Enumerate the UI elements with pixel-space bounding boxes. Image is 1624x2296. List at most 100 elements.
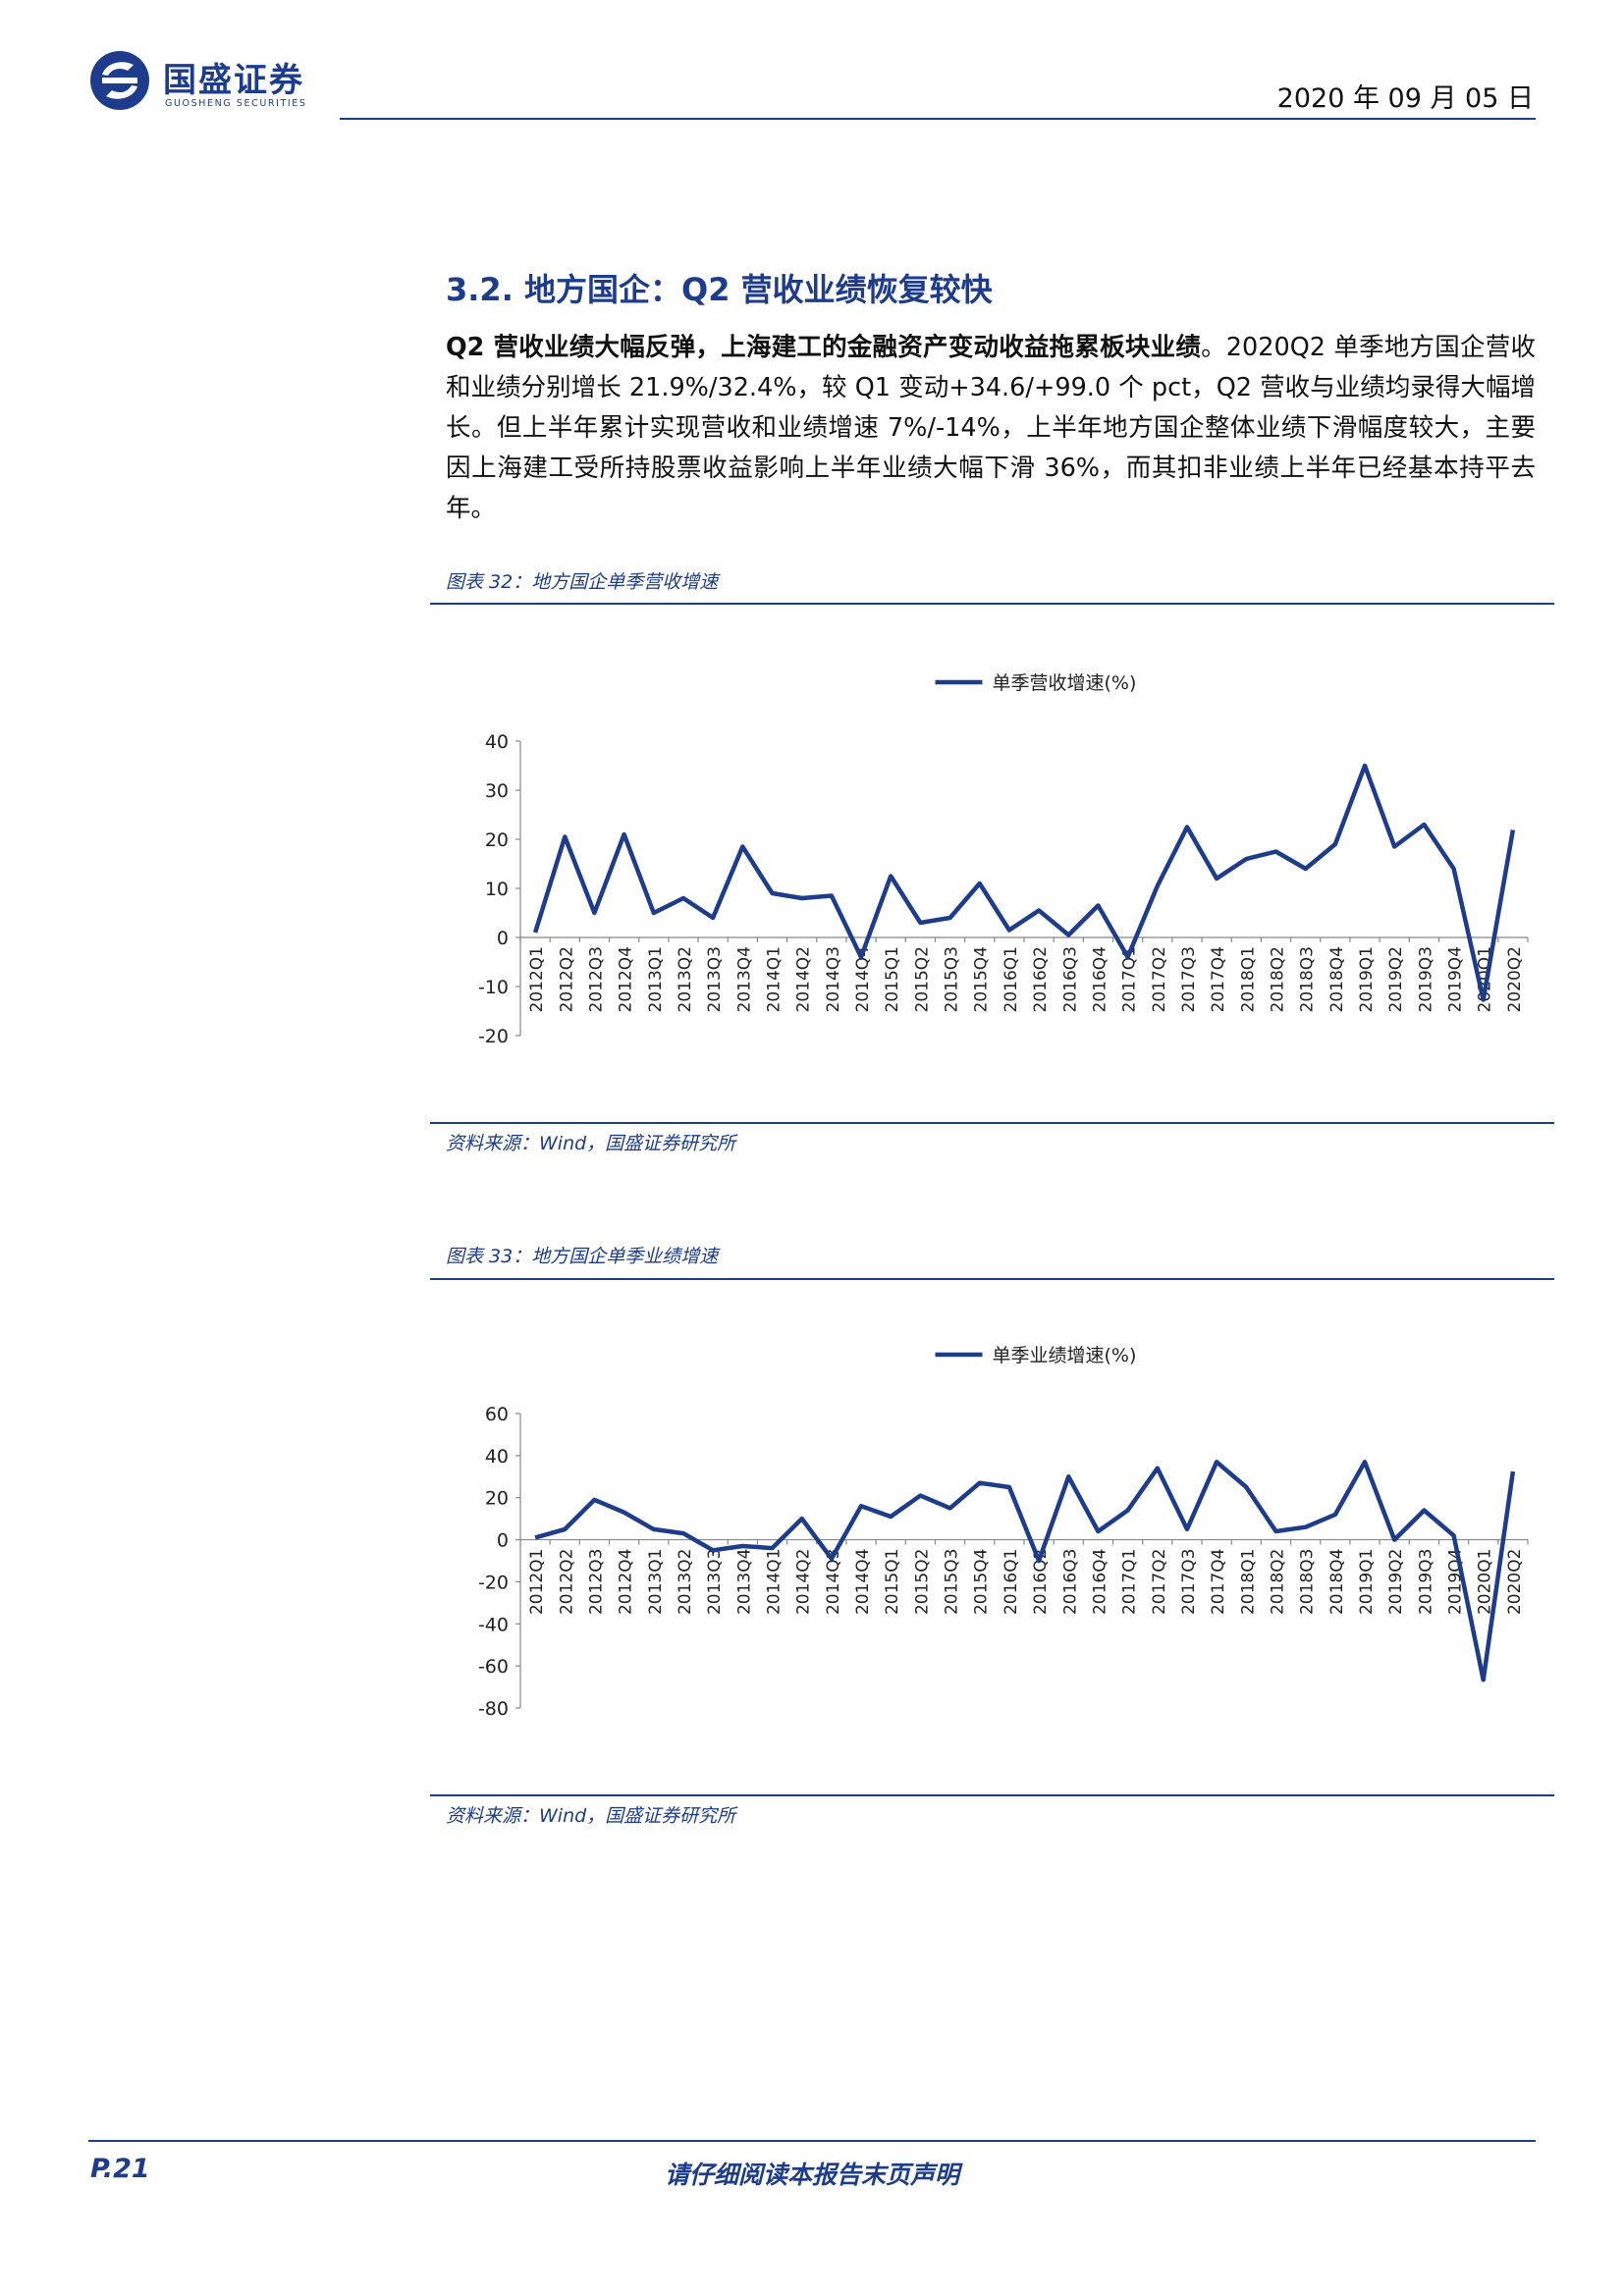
x-tick-label: 2016Q4 xyxy=(1090,1549,1110,1615)
x-tick-label: 2012Q2 xyxy=(557,946,576,1012)
y-tick-label: -60 xyxy=(478,1656,509,1678)
y-tick-label: -40 xyxy=(478,1614,509,1635)
series-line xyxy=(534,1460,1516,1682)
figure-33-bottom-rule xyxy=(430,1794,1554,1796)
x-tick-label: 2013Q4 xyxy=(734,1549,754,1615)
footer-divider xyxy=(88,2140,1536,2142)
x-tick-label: 2012Q3 xyxy=(586,946,606,1012)
x-tick-label: 2013Q2 xyxy=(676,1549,695,1615)
x-tick-label: 2020Q1 xyxy=(1476,1549,1495,1615)
x-tick-label: 2013Q1 xyxy=(646,946,666,1012)
x-tick-label: 2016Q3 xyxy=(1060,946,1080,1012)
section-lead: Q2 营收业绩大幅反弹，上海建工的金融资产变动收益拖累板块业绩 xyxy=(446,333,1202,362)
x-tick-label: 2013Q1 xyxy=(646,1549,666,1615)
figure-33-caption: 图表 33：地方国企单季业绩增速 xyxy=(446,1246,719,1267)
x-tick-label: 2016Q3 xyxy=(1060,1549,1080,1615)
x-tick-label: 2012Q2 xyxy=(557,1549,576,1615)
x-tick-label: 2014Q4 xyxy=(853,946,873,1012)
x-tick-label: 2013Q4 xyxy=(734,946,754,1012)
x-tick-label: 2018Q1 xyxy=(1238,1549,1258,1615)
chart-0-svg: 单季营收增速(%) 40 30 20 10 0 -10 -20 2012Q1 2012Q2 2012… xyxy=(478,672,1529,1047)
section-title: 3.2. 地方国企：Q2 营收业绩恢复较快 xyxy=(446,271,993,308)
x-tick-label: 2018Q3 xyxy=(1298,946,1318,1012)
header-divider xyxy=(340,118,1536,120)
brand-logo-icon xyxy=(90,51,149,110)
y-tick-label: 40 xyxy=(485,731,509,753)
y-tick-label: 30 xyxy=(485,780,509,802)
figure-32-bottom-rule xyxy=(430,1122,1554,1124)
legend-label: 单季营收增速(%) xyxy=(993,672,1137,694)
figure-32-source: 资料来源：Wind，国盛证券研究所 xyxy=(446,1133,736,1154)
x-tick-label: 2014Q1 xyxy=(765,1549,785,1615)
profit-growth-chart: 单季业绩增速(%) 60 40 20 0 -20 -40 -60 -80 2012Q1 2012Q2… xyxy=(430,1320,1554,1782)
x-tick-label: 2019Q1 xyxy=(1357,1549,1377,1615)
x-tick-label: 2017Q4 xyxy=(1209,946,1228,1012)
footer-disclaimer: 请仔细阅读本报告末页声明 xyxy=(664,2161,959,2189)
figure-32-top-rule xyxy=(430,603,1554,605)
y-tick-label: 60 xyxy=(485,1404,509,1425)
x-tick-label: 2019Q4 xyxy=(1446,946,1466,1012)
y-tick-label: 40 xyxy=(485,1446,509,1468)
x-tick-label: 2014Q2 xyxy=(794,1549,814,1615)
x-tick-label: 2020Q2 xyxy=(1505,1549,1525,1615)
x-tick-label: 2018Q2 xyxy=(1269,946,1288,1012)
x-tick-label: 2017Q3 xyxy=(1179,1549,1199,1615)
x-tick-label: 2019Q1 xyxy=(1357,946,1377,1012)
section-body: Q2 营收业绩大幅反弹，上海建工的金融资产变动收益拖累板块业绩。2020Q2 单… xyxy=(446,328,1536,529)
series-line xyxy=(532,763,1516,1002)
y-tick-label: 10 xyxy=(485,879,509,900)
x-tick-label: 2012Q4 xyxy=(617,946,636,1012)
x-tick-label: 2018Q4 xyxy=(1327,946,1347,1012)
x-tick-label: 2015Q3 xyxy=(943,946,962,1012)
x-tick-label: 2016Q2 xyxy=(1031,1549,1051,1615)
x-tick-label: 2015Q3 xyxy=(943,1549,962,1615)
x-tick-label: 2016Q2 xyxy=(1031,946,1051,1012)
chart-legend: 单季业绩增速(%) xyxy=(935,1345,1137,1366)
chart-1-svg: 单季业绩增速(%) 60 40 20 0 -20 -40 -60 -80 2012Q1 2012Q2… xyxy=(478,1345,1529,1720)
x-tick-label: 2016Q4 xyxy=(1090,946,1110,1012)
x-tick-label: 2019Q2 xyxy=(1386,1549,1406,1615)
chart-legend: 单季营收增速(%) xyxy=(935,672,1137,694)
x-tick-label: 2017Q2 xyxy=(1150,1549,1169,1615)
x-tick-label: 2015Q4 xyxy=(972,1549,992,1615)
page-number: P.21 xyxy=(90,2154,150,2184)
brand-logo: 国盛证券 GUOSHENG SECURITIES xyxy=(88,49,344,118)
x-tick-label: 2017Q3 xyxy=(1179,946,1199,1012)
x-tick-label: 2012Q3 xyxy=(586,1549,606,1615)
x-tick-label: 2014Q2 xyxy=(794,946,814,1012)
legend-label: 单季业绩增速(%) xyxy=(993,1345,1137,1366)
y-tick-label: 0 xyxy=(497,928,509,949)
report-date: 2020 年 09 月 05 日 xyxy=(1276,83,1534,114)
y-tick-label: 20 xyxy=(485,829,509,851)
x-tick-label: 2012Q1 xyxy=(527,946,547,1012)
x-tick-label: 2013Q3 xyxy=(705,946,725,1012)
x-tick-label: 2015Q2 xyxy=(912,1549,932,1615)
x-tick-label: 2014Q4 xyxy=(853,1549,873,1615)
y-tick-label: 0 xyxy=(497,1530,509,1552)
x-tick-label: 2015Q1 xyxy=(883,1549,902,1615)
x-tick-label: 2015Q1 xyxy=(883,946,902,1012)
y-tick-label: 20 xyxy=(485,1488,509,1510)
x-tick-label: 2018Q2 xyxy=(1269,1549,1288,1615)
page-header: 国盛证券 GUOSHENG SECURITIES 2020 年 09 月 05 … xyxy=(0,0,1624,128)
x-tick-label: 2020Q2 xyxy=(1505,946,1525,1012)
x-tick-label: 2016Q1 xyxy=(1001,1549,1021,1615)
x-tick-label: 2018Q3 xyxy=(1298,1549,1318,1615)
figure-33-top-rule xyxy=(430,1278,1554,1280)
x-tick-label: 2012Q1 xyxy=(527,1549,547,1615)
x-tick-label: 2012Q4 xyxy=(617,1549,636,1615)
x-tick-label: 2017Q1 xyxy=(1120,1549,1140,1615)
x-tick-label: 2013Q3 xyxy=(705,1549,725,1615)
figure-32-caption: 图表 32：地方国企单季营收增速 xyxy=(446,571,719,593)
x-tick-label: 2015Q4 xyxy=(972,946,992,1012)
x-tick-label: 2017Q2 xyxy=(1150,946,1169,1012)
x-tick-label: 2014Q1 xyxy=(765,946,785,1012)
section-body-text: 。2020Q2 单季地方国企营收和业绩分别增长 21.9%/32.4%，较 Q1… xyxy=(446,333,1536,523)
y-tick-label: -20 xyxy=(478,1026,509,1047)
x-tick-label: 2016Q1 xyxy=(1001,946,1021,1012)
y-tick-label: -80 xyxy=(478,1698,509,1720)
y-tick-label: -10 xyxy=(478,977,509,998)
x-tick-label: 2019Q3 xyxy=(1416,946,1435,1012)
revenue-growth-chart: 单季营收增速(%) 40 30 20 10 0 -10 -20 2012Q1 2012Q2 2012… xyxy=(430,648,1554,1080)
x-tick-label: 2018Q4 xyxy=(1327,1549,1347,1615)
